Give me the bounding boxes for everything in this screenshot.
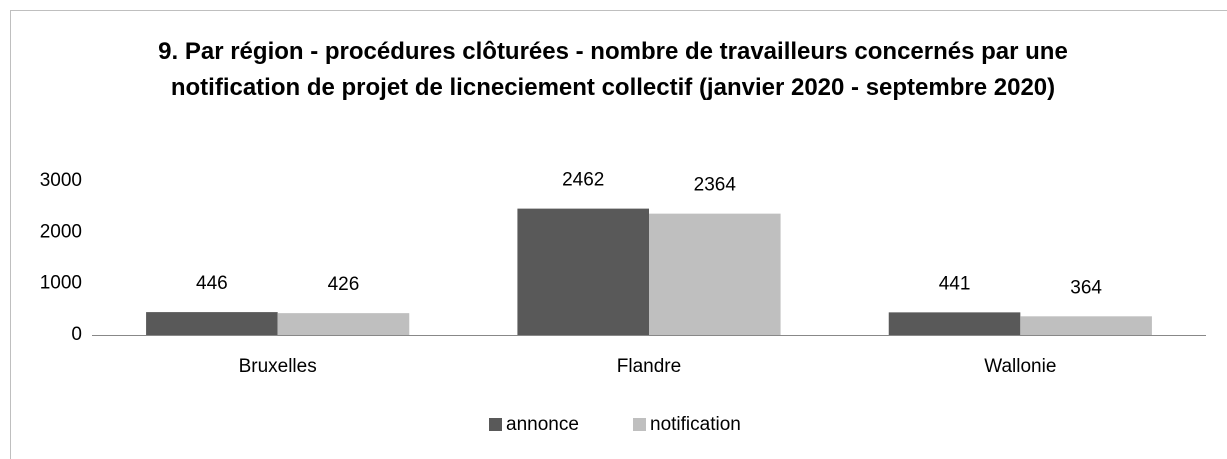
- bar: [888, 312, 1021, 335]
- legend-label: notification: [650, 414, 741, 435]
- bar: [517, 208, 649, 335]
- chart-border: [10, 10, 1227, 459]
- y-tick-label: 3000: [40, 170, 82, 191]
- x-tick-label: Bruxelles: [239, 356, 317, 377]
- legend-swatch: [633, 418, 646, 431]
- data-label: 2364: [694, 175, 737, 196]
- x-tick-label: Wallonie: [984, 356, 1056, 377]
- data-label: 441: [939, 273, 971, 294]
- bar: [649, 213, 781, 335]
- legend-swatch: [489, 418, 502, 431]
- bar: [1020, 316, 1152, 335]
- x-tick-label: Flandre: [617, 356, 681, 377]
- legend-label: annonce: [506, 414, 579, 435]
- data-label: 426: [328, 274, 360, 295]
- chart-title: 9. Par région - procédures clôturées - n…: [158, 38, 1068, 101]
- data-label: 446: [196, 273, 228, 294]
- y-tick-label: 2000: [40, 221, 82, 242]
- data-label: 2462: [562, 170, 604, 191]
- y-tick-label: 0: [71, 324, 82, 345]
- bar: [146, 312, 278, 335]
- y-tick-label: 1000: [40, 273, 82, 294]
- data-label: 364: [1070, 277, 1102, 298]
- bar: [277, 313, 410, 335]
